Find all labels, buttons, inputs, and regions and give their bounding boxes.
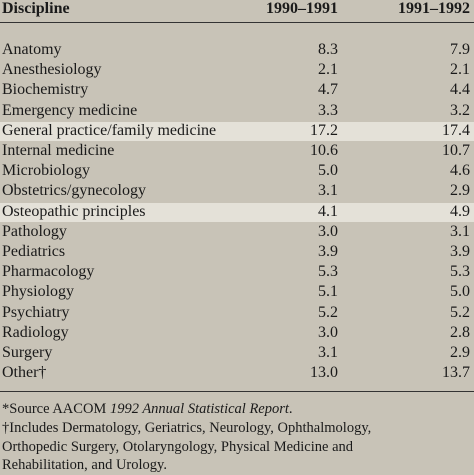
column-header: 1991–1992 bbox=[398, 0, 470, 17]
table-cell: 10.7 bbox=[442, 142, 470, 159]
table-cell: General practice/family medicine bbox=[2, 121, 217, 139]
footnote: Orthopedic Surgery, Otolaryngology, Phys… bbox=[2, 438, 354, 455]
table-cell: 7.9 bbox=[450, 41, 470, 58]
table-cell: 3.0 bbox=[318, 323, 338, 341]
table-cell: Anesthesiology bbox=[2, 61, 102, 79]
table-cell: 3.1 bbox=[318, 344, 338, 361]
table-cell: 5.2 bbox=[450, 303, 470, 321]
table-cell: 10.6 bbox=[310, 142, 338, 159]
table-cell: 3.9 bbox=[318, 243, 338, 260]
table-cell: 5.0 bbox=[318, 162, 338, 180]
footnote: *Source AACOM 1992 Annual Statistical Re… bbox=[2, 400, 293, 419]
table-cell: Internal medicine bbox=[2, 142, 115, 159]
column-header: 1990–1991 bbox=[266, 0, 338, 17]
table-cell: 17.2 bbox=[310, 121, 338, 139]
table-cell: Physiology bbox=[2, 283, 75, 301]
table-cell: 4.6 bbox=[450, 162, 470, 180]
table-cell: Pharmacology bbox=[2, 263, 95, 281]
table-cell: 3.0 bbox=[318, 222, 338, 240]
table-cell: 13.0 bbox=[310, 364, 338, 382]
table-cell: 2.1 bbox=[318, 61, 338, 79]
table-cell: 3.2 bbox=[450, 101, 470, 119]
row-highlight bbox=[0, 121, 474, 141]
column-header: Discipline bbox=[2, 0, 70, 17]
table-cell: 5.3 bbox=[318, 263, 338, 281]
table-cell: 3.9 bbox=[450, 243, 470, 260]
table-cell: Microbiology bbox=[2, 162, 90, 180]
table-cell: 2.9 bbox=[450, 344, 470, 361]
table-cell: Anatomy bbox=[2, 41, 62, 58]
table-cell: 5.2 bbox=[318, 303, 338, 321]
table-cell: Osteopathic principles bbox=[2, 202, 146, 220]
table-cell: Biochemistry bbox=[2, 81, 89, 99]
table-cell: 2.8 bbox=[450, 323, 470, 341]
table-cell: 3.1 bbox=[318, 182, 338, 200]
table-cell: Pathology bbox=[2, 222, 67, 240]
table-cell: 17.4 bbox=[442, 121, 470, 139]
header-rule bbox=[0, 22, 474, 23]
table-cell: 5.1 bbox=[318, 283, 338, 301]
table-cell: 3.1 bbox=[450, 222, 470, 240]
table-cell: Surgery bbox=[2, 344, 53, 361]
table-cell: 8.3 bbox=[318, 41, 338, 58]
table-cell: 13.7 bbox=[442, 364, 470, 382]
table-cell: Emergency medicine bbox=[2, 101, 138, 119]
footnote: †Includes Dermatology, Geriatrics, Neuro… bbox=[2, 420, 372, 436]
table-cell: 4.4 bbox=[450, 81, 470, 99]
table-cell: 2.9 bbox=[450, 182, 470, 200]
table-cell: 5.3 bbox=[450, 263, 470, 281]
table-cell: 5.0 bbox=[450, 283, 470, 301]
table-cell: Radiology bbox=[2, 323, 69, 341]
footer-rule bbox=[0, 391, 474, 392]
table-cell: Psychiatry bbox=[2, 303, 70, 321]
table-cell: 4.1 bbox=[318, 202, 338, 220]
footnote: Rehabilitation, and Urology. bbox=[2, 457, 167, 473]
footnote-italic: 1992 Annual Statistical Report bbox=[109, 401, 289, 417]
table-cell: 3.3 bbox=[318, 101, 338, 119]
row-highlight bbox=[0, 202, 474, 222]
table-cell: Pediatrics bbox=[2, 243, 66, 260]
footnote-text: . bbox=[288, 401, 293, 417]
table-cell: 2.1 bbox=[450, 61, 470, 79]
table-cell: 4.7 bbox=[318, 81, 338, 99]
table-cell: Obstetrics/gynecology bbox=[2, 182, 146, 200]
table-cell: 4.9 bbox=[450, 202, 470, 220]
table-cell: Other† bbox=[2, 364, 47, 382]
footnote-text: *Source AACOM bbox=[2, 401, 110, 417]
